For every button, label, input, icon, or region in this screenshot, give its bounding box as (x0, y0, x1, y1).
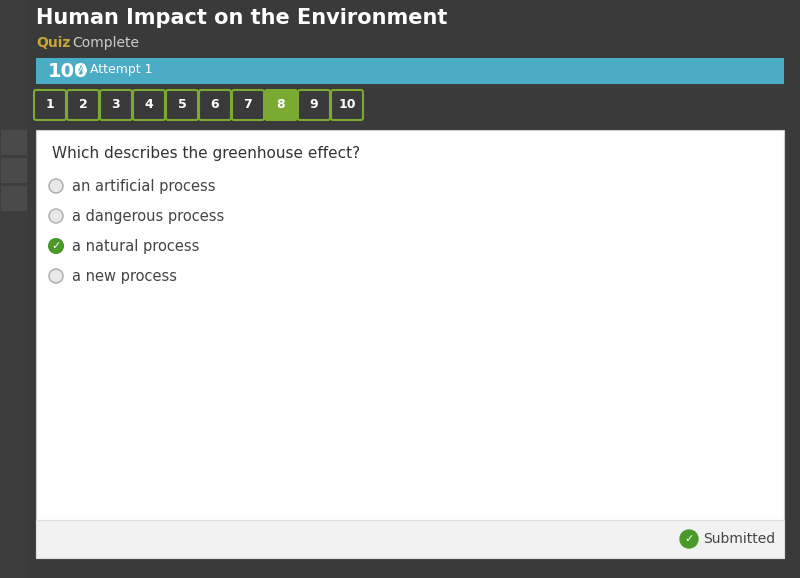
FancyBboxPatch shape (36, 520, 784, 558)
Text: Which describes the greenhouse effect?: Which describes the greenhouse effect? (52, 146, 360, 161)
Text: 1: 1 (46, 98, 54, 112)
Text: 4: 4 (145, 98, 154, 112)
Text: 3: 3 (112, 98, 120, 112)
Text: 8: 8 (277, 98, 286, 112)
FancyBboxPatch shape (1, 158, 27, 183)
FancyBboxPatch shape (1, 186, 27, 211)
Text: a new process: a new process (72, 269, 177, 283)
FancyBboxPatch shape (232, 90, 264, 120)
Circle shape (49, 239, 63, 253)
Text: 100: 100 (48, 62, 88, 81)
FancyBboxPatch shape (133, 90, 165, 120)
Text: ✓: ✓ (684, 534, 694, 544)
Text: a dangerous process: a dangerous process (72, 209, 224, 224)
Text: Attempt 1: Attempt 1 (90, 63, 153, 76)
Text: %: % (75, 63, 87, 76)
Text: 9: 9 (310, 98, 318, 112)
Text: 7: 7 (244, 98, 252, 112)
Text: Complete: Complete (72, 36, 139, 50)
Text: 2: 2 (78, 98, 87, 112)
FancyBboxPatch shape (34, 90, 66, 120)
FancyBboxPatch shape (1, 130, 27, 155)
Circle shape (49, 269, 63, 283)
Circle shape (49, 179, 63, 193)
FancyBboxPatch shape (36, 58, 784, 84)
FancyBboxPatch shape (36, 130, 784, 558)
FancyBboxPatch shape (265, 90, 297, 120)
FancyBboxPatch shape (199, 90, 231, 120)
FancyBboxPatch shape (166, 90, 198, 120)
Circle shape (49, 209, 63, 223)
FancyBboxPatch shape (67, 90, 99, 120)
FancyBboxPatch shape (100, 90, 132, 120)
FancyBboxPatch shape (0, 0, 28, 578)
Text: 5: 5 (178, 98, 186, 112)
Text: 6: 6 (210, 98, 219, 112)
Text: 10: 10 (338, 98, 356, 112)
Text: an artificial process: an artificial process (72, 179, 215, 194)
Text: Quiz: Quiz (36, 36, 70, 50)
Text: ✓: ✓ (51, 241, 61, 251)
Text: Submitted: Submitted (703, 532, 775, 546)
FancyBboxPatch shape (298, 90, 330, 120)
Circle shape (680, 530, 698, 548)
Text: a natural process: a natural process (72, 239, 199, 254)
Text: Human Impact on the Environment: Human Impact on the Environment (36, 8, 447, 28)
FancyBboxPatch shape (331, 90, 363, 120)
